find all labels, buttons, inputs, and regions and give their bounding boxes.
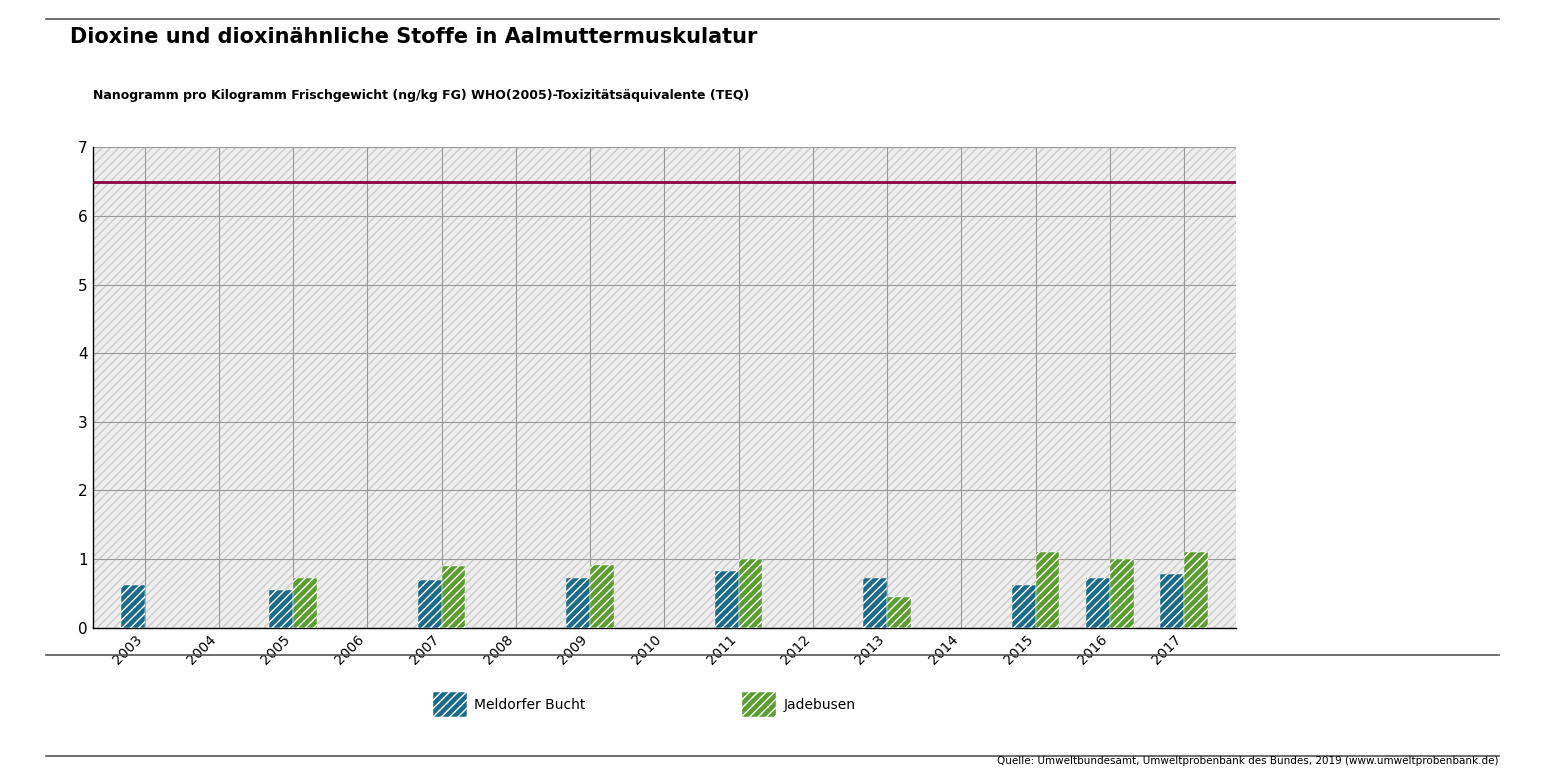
Text: Meldorfer Bucht: Meldorfer Bucht xyxy=(474,698,586,712)
Text: Quelle: Umweltbundesamt, Umweltprobenbank des Bundes, 2019 (www.umweltprobenbank: Quelle: Umweltbundesamt, Umweltprobenban… xyxy=(997,756,1499,766)
Bar xyxy=(93,147,1236,628)
Bar xyxy=(417,580,442,628)
Bar xyxy=(590,565,613,628)
Bar xyxy=(864,578,887,628)
Bar xyxy=(1035,553,1060,628)
Bar xyxy=(1183,553,1208,628)
Bar xyxy=(442,566,465,628)
Text: Dioxine und dioxinähnliche Stoffe in Aalmuttermuskulatur: Dioxine und dioxinähnliche Stoffe in Aal… xyxy=(70,27,757,47)
Text: UQN-Biota nach EU-
WRRL 6,5 ng/kg FG
WHO(2005)-
Toxizitätsäquivalente
(TEQ): UQN-Biota nach EU- WRRL 6,5 ng/kg FG WHO… xyxy=(1261,141,1409,226)
Text: Jadebusen: Jadebusen xyxy=(783,698,856,712)
Bar xyxy=(715,570,739,628)
Text: Nanogramm pro Kilogramm Frischgewicht (ng/kg FG) WHO(2005)-Toxizitätsäquivalente: Nanogramm pro Kilogramm Frischgewicht (n… xyxy=(93,89,749,102)
Bar xyxy=(269,590,294,628)
Bar xyxy=(1109,559,1134,628)
Bar xyxy=(887,597,912,628)
Bar xyxy=(1012,585,1035,628)
Bar xyxy=(567,578,590,628)
Bar xyxy=(93,147,1236,628)
Bar xyxy=(1086,578,1109,628)
Bar xyxy=(1160,574,1183,628)
Bar xyxy=(739,559,762,628)
Bar xyxy=(121,584,145,628)
Bar xyxy=(294,578,317,628)
